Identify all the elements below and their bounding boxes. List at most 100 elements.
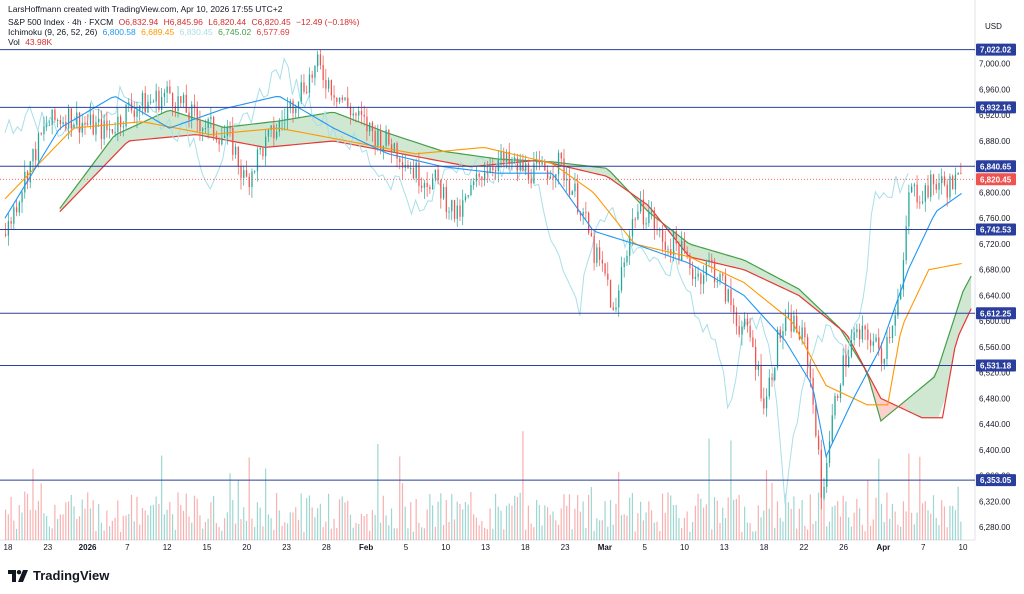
candle-body <box>935 184 937 190</box>
volume-bar <box>727 497 729 540</box>
volume-bar <box>448 522 450 540</box>
candle-body <box>590 233 593 237</box>
time-tick-label: 18 <box>4 543 13 552</box>
candle-body <box>89 114 92 125</box>
candle-body <box>139 105 141 111</box>
volume-bar <box>445 500 447 540</box>
volume-bar <box>284 522 286 540</box>
candle-body <box>390 144 393 153</box>
candle-body <box>7 221 10 236</box>
time-tick-label: 15 <box>203 543 212 552</box>
volume-bar <box>174 529 176 540</box>
candle-body <box>538 160 541 165</box>
volume-bar <box>897 524 899 540</box>
ichimoku-label: Ichimoku (9, 26, 52, 26) <box>8 27 98 37</box>
volume-bar <box>7 514 9 540</box>
volume-bar <box>749 523 751 540</box>
volume-bar <box>388 525 390 540</box>
candle-body <box>796 315 798 332</box>
volume-bar <box>952 505 954 540</box>
candle-body <box>437 169 439 180</box>
candle-body <box>103 120 105 139</box>
volume-bar <box>92 500 94 540</box>
candle-body <box>65 122 67 129</box>
volume-bar <box>735 498 738 540</box>
candle-body <box>229 127 231 129</box>
volume-bar <box>117 500 119 540</box>
ichimoku-cloud-segment <box>158 111 167 139</box>
candle-body <box>314 66 316 78</box>
candle-body <box>352 113 354 116</box>
ichimoku-cloud-segment <box>84 164 93 187</box>
volume-bar <box>122 515 124 540</box>
volume-bar <box>486 529 488 540</box>
candle-body <box>213 116 215 136</box>
candle-body <box>284 119 286 121</box>
volume-bar <box>913 524 915 540</box>
candle-body <box>735 312 738 327</box>
candle-body <box>232 127 234 155</box>
volume-bar <box>839 516 842 540</box>
ichimoku-cloud-segment <box>453 152 463 166</box>
candle-body <box>941 176 943 184</box>
volume-bar <box>48 526 50 540</box>
candle-body <box>596 247 598 263</box>
ichimoku-cloud-segment <box>913 387 922 418</box>
candle-body <box>921 201 924 203</box>
volume-bar <box>300 493 302 540</box>
volume-bar <box>89 508 92 540</box>
candle-body <box>306 91 308 93</box>
ichimoku-legend[interactable]: Ichimoku (9, 26, 52, 26) 6,800.58 6,689.… <box>8 27 293 37</box>
volume-bar <box>910 512 913 540</box>
candle-body <box>379 130 382 151</box>
ichimoku-cloud-segment <box>798 289 807 303</box>
candle-body <box>202 128 204 131</box>
price-tick-label: 6,880.00 <box>979 137 1011 146</box>
volume-bar <box>637 513 639 540</box>
volume-bar <box>442 524 445 540</box>
volume-bar <box>333 518 335 540</box>
candle-body <box>878 337 880 349</box>
volume-bar <box>440 493 442 540</box>
candle-body <box>604 263 606 274</box>
volume-bar <box>451 494 453 540</box>
candle-body <box>54 109 56 121</box>
horizontal-level-label: 6,531.18 <box>980 361 1012 370</box>
symbol-legend[interactable]: S&P 500 Index · 4h · FXCM O6,832.94 H6,8… <box>8 17 362 27</box>
ichimoku-cloud-segment <box>133 122 142 141</box>
candle-body <box>497 159 499 172</box>
candle-body <box>385 129 387 146</box>
candle-body <box>26 171 29 183</box>
candle-body <box>826 463 828 487</box>
candle-body <box>21 192 23 203</box>
volume-bar <box>900 526 902 540</box>
volume-bar <box>938 525 940 540</box>
candle-body <box>180 96 182 104</box>
candle-body <box>440 179 442 199</box>
tradingview-logo[interactable]: TradingView <box>8 568 109 583</box>
volume-bar <box>943 506 946 540</box>
candle-body <box>536 160 538 164</box>
volume-bar <box>144 510 146 540</box>
volume-bar <box>593 531 595 540</box>
candle-body <box>637 211 639 220</box>
volume-bar <box>670 495 672 540</box>
volume-value: 43.98K <box>25 37 53 47</box>
volume-bar <box>568 494 571 540</box>
volume-legend[interactable]: Vol 43.98K <box>8 37 55 47</box>
horizontal-level-tag <box>976 160 1016 173</box>
volume-bar <box>396 528 398 540</box>
candle-body <box>267 129 270 137</box>
volume-bar <box>322 527 324 540</box>
candle-body <box>78 112 81 133</box>
candle-body <box>960 172 962 174</box>
ichimoku-cloud-segment <box>248 123 257 146</box>
candle-body <box>872 341 874 346</box>
volume-bar <box>21 512 23 540</box>
candle-body <box>626 255 628 263</box>
volume-bar <box>577 495 579 540</box>
volume-bar <box>763 510 765 540</box>
candle-body <box>396 143 398 159</box>
candle-body <box>733 305 735 313</box>
